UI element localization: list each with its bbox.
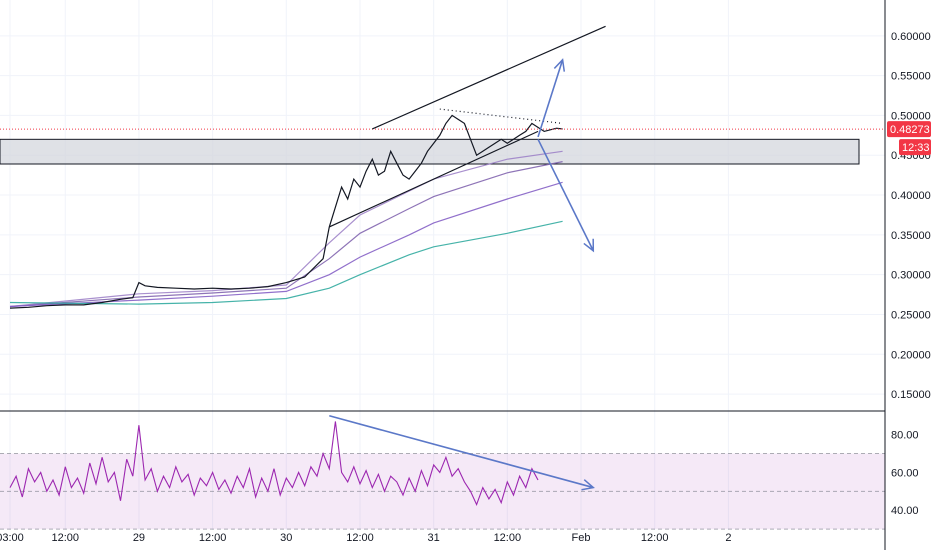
y-tick-label: 0.30000 xyxy=(891,270,931,282)
projection-arrow[interactable] xyxy=(537,59,564,138)
rsi-divergence-arrow[interactable] xyxy=(329,415,594,489)
current-price-tag xyxy=(887,121,931,138)
x-tick-label: 12:00 xyxy=(494,532,522,544)
y-tick-label: 0.20000 xyxy=(891,349,931,361)
projection-arrow[interactable] xyxy=(537,138,595,252)
y-tick-label: 0.25000 xyxy=(891,309,931,321)
moving-average-line xyxy=(9,220,563,305)
arrow-head xyxy=(553,58,566,72)
rsi-line xyxy=(9,421,539,507)
x-tick-label: 03:00 xyxy=(0,532,24,544)
countdown-tag xyxy=(899,139,931,156)
x-tick-label: 12:00 xyxy=(51,532,79,544)
support-zone[interactable] xyxy=(0,138,860,165)
moving-average-line xyxy=(9,181,563,308)
trendline[interactable] xyxy=(372,25,606,130)
y-tick-label: 0.40000 xyxy=(891,190,931,202)
trendline[interactable] xyxy=(329,130,539,228)
price-line xyxy=(9,114,563,309)
x-tick-label: 31 xyxy=(428,532,440,544)
rsi-tick-label: 60.00 xyxy=(891,467,919,479)
arrow-head xyxy=(583,238,595,253)
moving-average-line xyxy=(9,161,563,308)
countdown-label: 12:33 xyxy=(902,142,930,154)
x-tick-label: 12:00 xyxy=(199,532,227,544)
trendline[interactable] xyxy=(439,108,563,124)
x-tick-label: 30 xyxy=(280,532,292,544)
y-tick-label: 0.35000 xyxy=(891,230,931,242)
rsi-tick-label: 40.00 xyxy=(891,505,919,517)
y-tick-label: 0.50000 xyxy=(891,110,931,122)
moving-average-line xyxy=(9,150,563,308)
y-tick-label: 0.15000 xyxy=(891,389,931,401)
x-tick-label: 12:00 xyxy=(641,532,669,544)
x-tick-label: Feb xyxy=(572,532,591,544)
rsi-tick-label: 80.00 xyxy=(891,430,919,442)
x-tick-label: 29 xyxy=(133,532,145,544)
y-tick-label: 0.60000 xyxy=(891,31,931,43)
arrow-head xyxy=(581,479,595,491)
current-price-label: 0.48273 xyxy=(890,124,930,136)
y-tick-label: 0.55000 xyxy=(891,71,931,83)
x-tick-label: 12:00 xyxy=(346,532,374,544)
x-tick-label: 2 xyxy=(725,532,731,544)
